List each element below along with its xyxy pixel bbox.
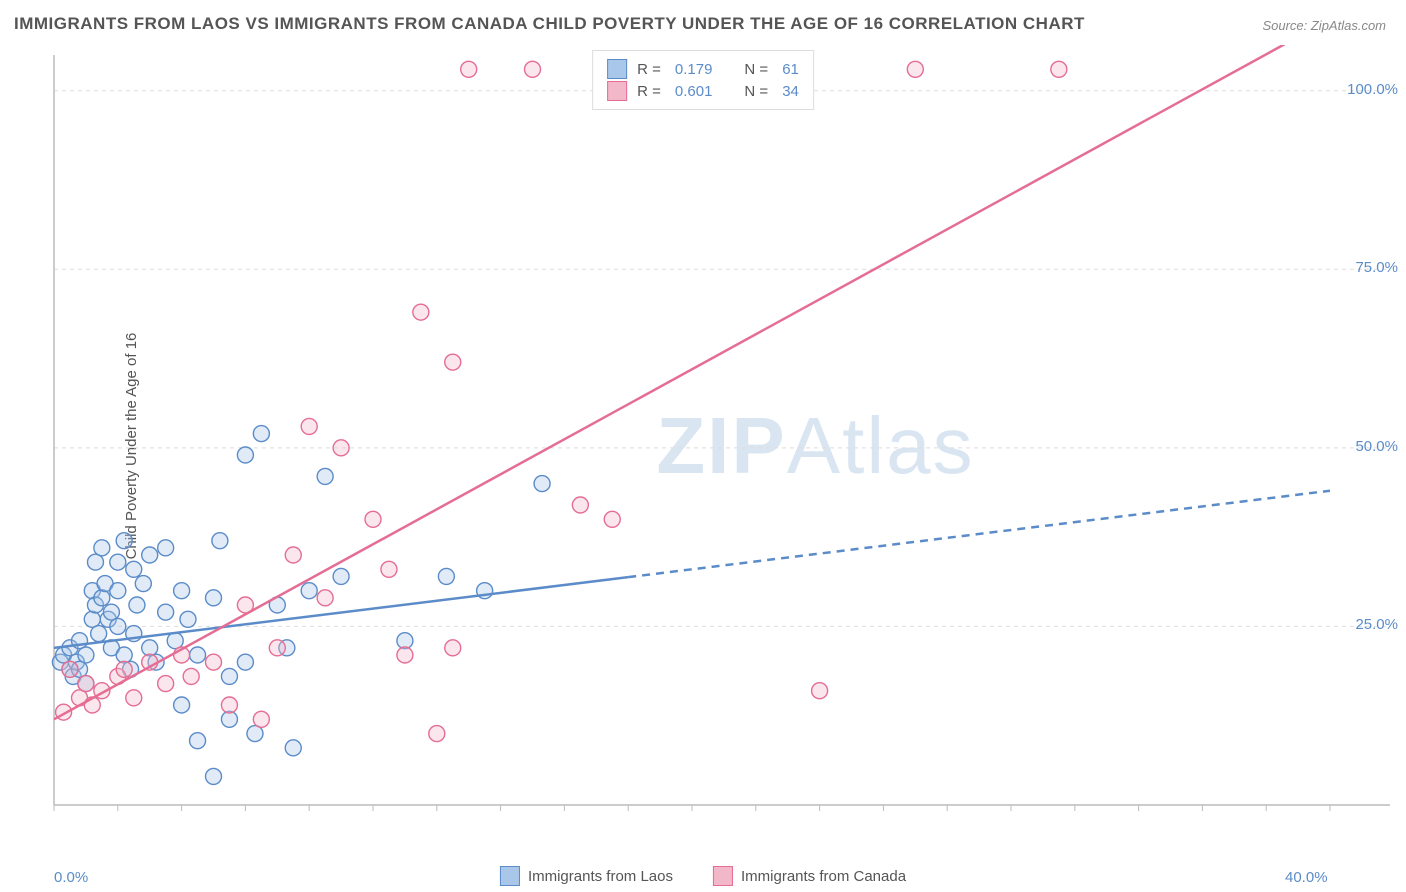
r-value-laos: 0.179 [675,61,713,78]
n-label: N = [744,61,768,78]
y-tick-label: 75.0% [1355,259,1398,276]
y-tick-label: 100.0% [1347,81,1398,98]
r-label: R = [637,83,661,100]
legend-label-canada: Immigrants from Canada [741,868,906,885]
legend-swatch-laos [607,59,627,79]
legend-label-laos: Immigrants from Laos [528,868,673,885]
r-value-canada: 0.601 [675,83,713,100]
x-tick-label: 0.0% [54,869,88,886]
y-tick-label: 50.0% [1355,438,1398,455]
scatter-plot [50,45,1390,845]
correlation-legend: R = 0.179 N = 61 R = 0.601 N = 34 [592,50,814,110]
legend-row-laos: R = 0.179 N = 61 [607,59,799,79]
n-label: N = [744,83,768,100]
n-value-canada: 34 [782,83,799,100]
legend-swatch-canada [607,81,627,101]
source-label: Source: ZipAtlas.com [1262,18,1386,33]
r-label: R = [637,61,661,78]
legend-swatch-laos [500,866,520,886]
legend-item-laos: Immigrants from Laos [500,866,673,886]
chart-title: IMMIGRANTS FROM LAOS VS IMMIGRANTS FROM … [14,14,1085,34]
legend-swatch-canada [713,866,733,886]
legend-item-canada: Immigrants from Canada [713,866,906,886]
y-tick-label: 25.0% [1355,616,1398,633]
legend-row-canada: R = 0.601 N = 34 [607,81,799,101]
n-value-laos: 61 [782,61,799,78]
x-tick-label: 40.0% [1285,869,1328,886]
series-legend: Immigrants from Laos Immigrants from Can… [500,866,906,886]
